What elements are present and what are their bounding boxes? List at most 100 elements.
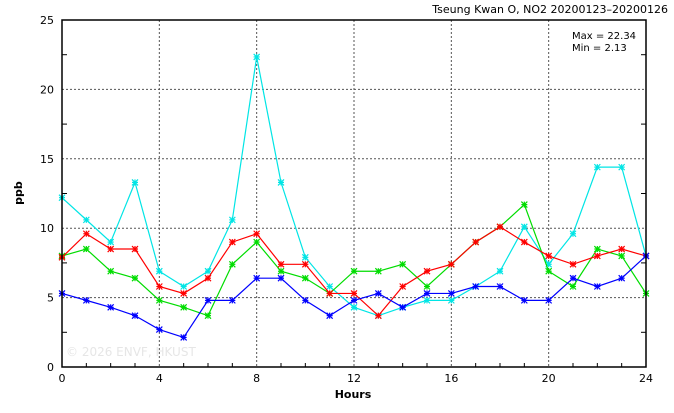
data-point-cyan	[569, 230, 577, 238]
min-label: Min = 2.13	[572, 43, 627, 54]
x-tick-label: 0	[59, 372, 66, 385]
data-point-red	[569, 260, 577, 268]
data-point-red	[423, 267, 431, 275]
data-point-blue	[107, 303, 115, 311]
data-point-blue	[301, 296, 309, 304]
data-point-red	[545, 252, 553, 260]
data-point-green	[545, 267, 553, 275]
y-axis-label: ppb	[12, 181, 25, 205]
data-point-green	[350, 267, 358, 275]
data-point-green	[399, 260, 407, 268]
data-point-green	[204, 312, 212, 320]
data-point-green	[618, 252, 626, 260]
data-point-red	[350, 290, 358, 297]
data-point-cyan	[496, 267, 504, 275]
data-point-cyan	[155, 267, 163, 275]
data-point-blue	[569, 274, 577, 282]
data-point-blue	[472, 283, 480, 290]
data-point-cyan	[228, 216, 236, 224]
data-point-red	[447, 260, 455, 268]
data-point-blue	[155, 326, 163, 333]
data-point-red	[107, 245, 115, 253]
data-point-cyan	[423, 296, 431, 304]
data-point-green	[520, 201, 528, 209]
y-tick-label: 15	[40, 153, 54, 166]
data-point-blue	[593, 283, 601, 290]
data-point-blue	[618, 274, 626, 282]
data-point-red	[82, 230, 90, 238]
data-point-blue	[131, 312, 139, 320]
data-point-green	[423, 283, 431, 290]
y-tick-label: 0	[47, 361, 54, 374]
data-point-blue	[350, 296, 358, 304]
data-point-cyan	[131, 178, 139, 186]
data-point-blue	[496, 283, 504, 290]
data-point-red	[301, 260, 309, 268]
data-point-red	[277, 260, 285, 268]
data-point-cyan	[82, 216, 90, 224]
data-point-blue	[399, 303, 407, 311]
data-point-green	[131, 274, 139, 282]
data-point-green	[228, 260, 236, 268]
data-point-red	[131, 245, 139, 253]
x-tick-label: 12	[347, 372, 361, 385]
data-point-cyan	[253, 53, 261, 61]
data-point-green	[253, 238, 261, 246]
data-point-red	[374, 312, 382, 320]
x-axis-label: Hours	[335, 388, 372, 401]
data-point-cyan	[326, 283, 334, 290]
data-point-cyan	[180, 283, 188, 290]
data-point-green	[155, 296, 163, 304]
x-tick-label: 16	[444, 372, 458, 385]
data-point-red	[204, 274, 212, 282]
data-point-cyan	[107, 238, 115, 246]
data-point-cyan	[301, 253, 309, 261]
data-point-cyan	[593, 163, 601, 171]
data-point-blue	[180, 334, 188, 341]
data-point-red	[326, 290, 334, 297]
data-point-red	[472, 238, 480, 246]
y-tick-label: 10	[40, 222, 54, 235]
data-point-blue	[423, 290, 431, 297]
max-label: Max = 22.34	[572, 31, 636, 42]
data-point-blue	[82, 296, 90, 304]
chart-title: Tseung Kwan O, NO2 20200123–20200126	[431, 3, 668, 16]
data-point-green	[569, 283, 577, 290]
x-tick-label: 4	[156, 372, 163, 385]
data-point-blue	[204, 296, 212, 304]
data-point-blue	[447, 290, 455, 297]
data-point-blue	[545, 296, 553, 304]
data-point-cyan	[277, 178, 285, 186]
x-tick-label: 20	[542, 372, 556, 385]
data-point-red	[180, 290, 188, 297]
data-point-cyan	[204, 267, 212, 275]
y-tick-label: 20	[40, 83, 54, 96]
data-point-green	[593, 245, 601, 253]
y-tick-label: 25	[40, 14, 54, 27]
data-point-red	[520, 238, 528, 246]
data-point-green	[107, 267, 115, 275]
data-point-red	[593, 252, 601, 260]
data-point-blue	[520, 296, 528, 304]
data-point-green	[180, 303, 188, 311]
data-point-blue	[326, 312, 334, 320]
y-tick-label: 5	[47, 292, 54, 305]
watermark: © 2026 ENVF, HKUST	[66, 345, 196, 359]
plot-frame	[61, 19, 647, 368]
data-point-cyan	[447, 296, 455, 304]
data-point-cyan	[618, 163, 626, 171]
data-point-green	[82, 245, 90, 253]
x-tick-label: 24	[639, 372, 653, 385]
data-point-green	[277, 267, 285, 275]
data-point-cyan	[520, 223, 528, 231]
data-point-red	[399, 283, 407, 290]
data-point-blue	[277, 274, 285, 282]
data-point-blue	[374, 290, 382, 297]
data-point-red	[253, 230, 261, 238]
data-point-blue	[253, 274, 261, 282]
data-point-green	[301, 274, 309, 282]
x-tick-label: 8	[253, 372, 260, 385]
data-point-red	[228, 238, 236, 246]
